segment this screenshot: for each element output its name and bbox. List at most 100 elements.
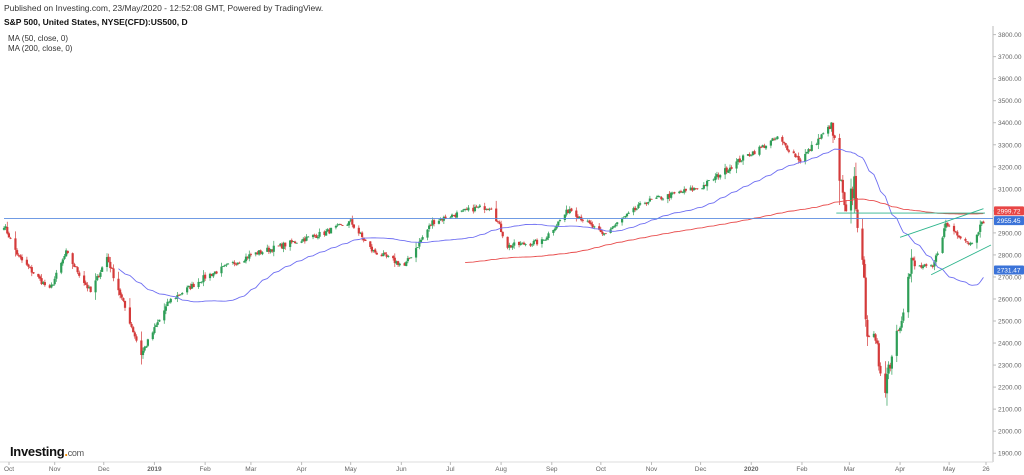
candle-body [419, 239, 423, 243]
candle-body [864, 277, 867, 320]
candle-body [862, 259, 866, 278]
candle-body [558, 219, 562, 221]
candle-body [208, 273, 212, 279]
candle-body [576, 216, 580, 219]
x-tick-label: Apr [895, 466, 906, 473]
ma200-line [465, 198, 984, 264]
candle-body [118, 289, 122, 295]
candle-body [603, 233, 606, 235]
x-tick-label: 2019 [147, 466, 162, 473]
candle-body [648, 198, 651, 202]
candle-body [567, 209, 570, 214]
candle-body [807, 149, 810, 153]
candle-body [547, 233, 550, 239]
candle-body [174, 298, 177, 299]
candle-body [300, 241, 303, 243]
candle-body [647, 202, 650, 204]
y-tick-label: 3200.00 [998, 164, 1022, 171]
y-tick-label: 2200.00 [998, 385, 1022, 392]
y-tick-label: 2400.00 [998, 341, 1022, 348]
candle-body [910, 257, 913, 274]
candle-body [105, 257, 109, 268]
candle-body [877, 343, 880, 367]
candle-body [14, 238, 17, 250]
candle-body [833, 135, 836, 138]
x-tick-label: May [345, 466, 358, 473]
candle-body [980, 221, 983, 225]
x-tick-label: Feb [796, 466, 808, 473]
last-price-box [994, 216, 1024, 226]
candle-body [76, 267, 79, 273]
candle-body [759, 146, 763, 148]
candle-body [719, 175, 722, 178]
candle-body [279, 243, 282, 246]
candle-body [83, 275, 86, 283]
candle-body [946, 222, 949, 226]
candle-body [462, 209, 465, 211]
candle-body [794, 153, 797, 158]
candle-body [889, 364, 892, 369]
candle-body [352, 224, 356, 228]
candle-body [632, 208, 635, 213]
candle-body [979, 224, 982, 232]
indicator-ma200-label[interactable]: MA (200, close, 0) [8, 44, 73, 53]
candle-body [589, 222, 593, 225]
trend-channel-upper[interactable] [899, 208, 984, 238]
candle-body [27, 264, 30, 267]
candle-body [410, 257, 413, 259]
candle-body [921, 266, 925, 269]
candle-body [449, 217, 452, 219]
candle-body [210, 273, 213, 276]
candle-body [311, 235, 315, 238]
candle-body [284, 242, 287, 247]
candle-body [838, 138, 841, 181]
candle-body [851, 188, 854, 199]
candle-body [784, 143, 787, 146]
candle-body [374, 249, 377, 253]
candle-body [78, 272, 81, 276]
candle-body [612, 226, 616, 228]
x-tick-label: Sep [546, 466, 558, 473]
candle-body [50, 284, 53, 288]
candle-body [498, 222, 501, 224]
candle-body [25, 259, 28, 265]
candle-body [620, 218, 624, 223]
candle-body [890, 356, 893, 369]
candle-body [94, 280, 97, 293]
y-tick-label: 3100.00 [998, 186, 1022, 193]
candle-body [521, 242, 524, 244]
candle-body [513, 242, 516, 246]
candle-body [638, 203, 642, 205]
candle-body [485, 209, 488, 210]
candle-body [684, 188, 687, 191]
candle-body [817, 138, 820, 145]
candle-body [925, 264, 928, 266]
candle-body [534, 239, 537, 242]
candle-body [517, 241, 521, 246]
candle-body [900, 320, 903, 328]
ma200-price-label: 2999.72 [997, 208, 1021, 215]
candle-body [843, 192, 846, 206]
candle-body [257, 250, 261, 255]
candle-body [40, 278, 43, 285]
candle-body [730, 167, 733, 169]
candle-body [668, 193, 671, 198]
candle-body [867, 336, 871, 337]
candle-body [313, 234, 316, 236]
y-tick-label: 2100.00 [998, 407, 1022, 414]
candle-body [490, 208, 493, 210]
candle-body [339, 224, 342, 226]
candle-body [323, 231, 326, 235]
symbol-title: S&P 500, United States, NYSE(CFD):US500,… [4, 17, 188, 27]
candle-body [316, 237, 320, 239]
candle-body [467, 207, 470, 211]
candle-body [941, 237, 944, 253]
indicator-ma50-label[interactable]: MA (50, close, 0) [8, 34, 69, 43]
trend-channel-lower[interactable] [930, 244, 992, 276]
candle-body [751, 151, 755, 156]
candle-body [696, 188, 699, 190]
candle-body [223, 265, 226, 267]
candle-body [553, 228, 557, 231]
candle-body [840, 179, 843, 181]
